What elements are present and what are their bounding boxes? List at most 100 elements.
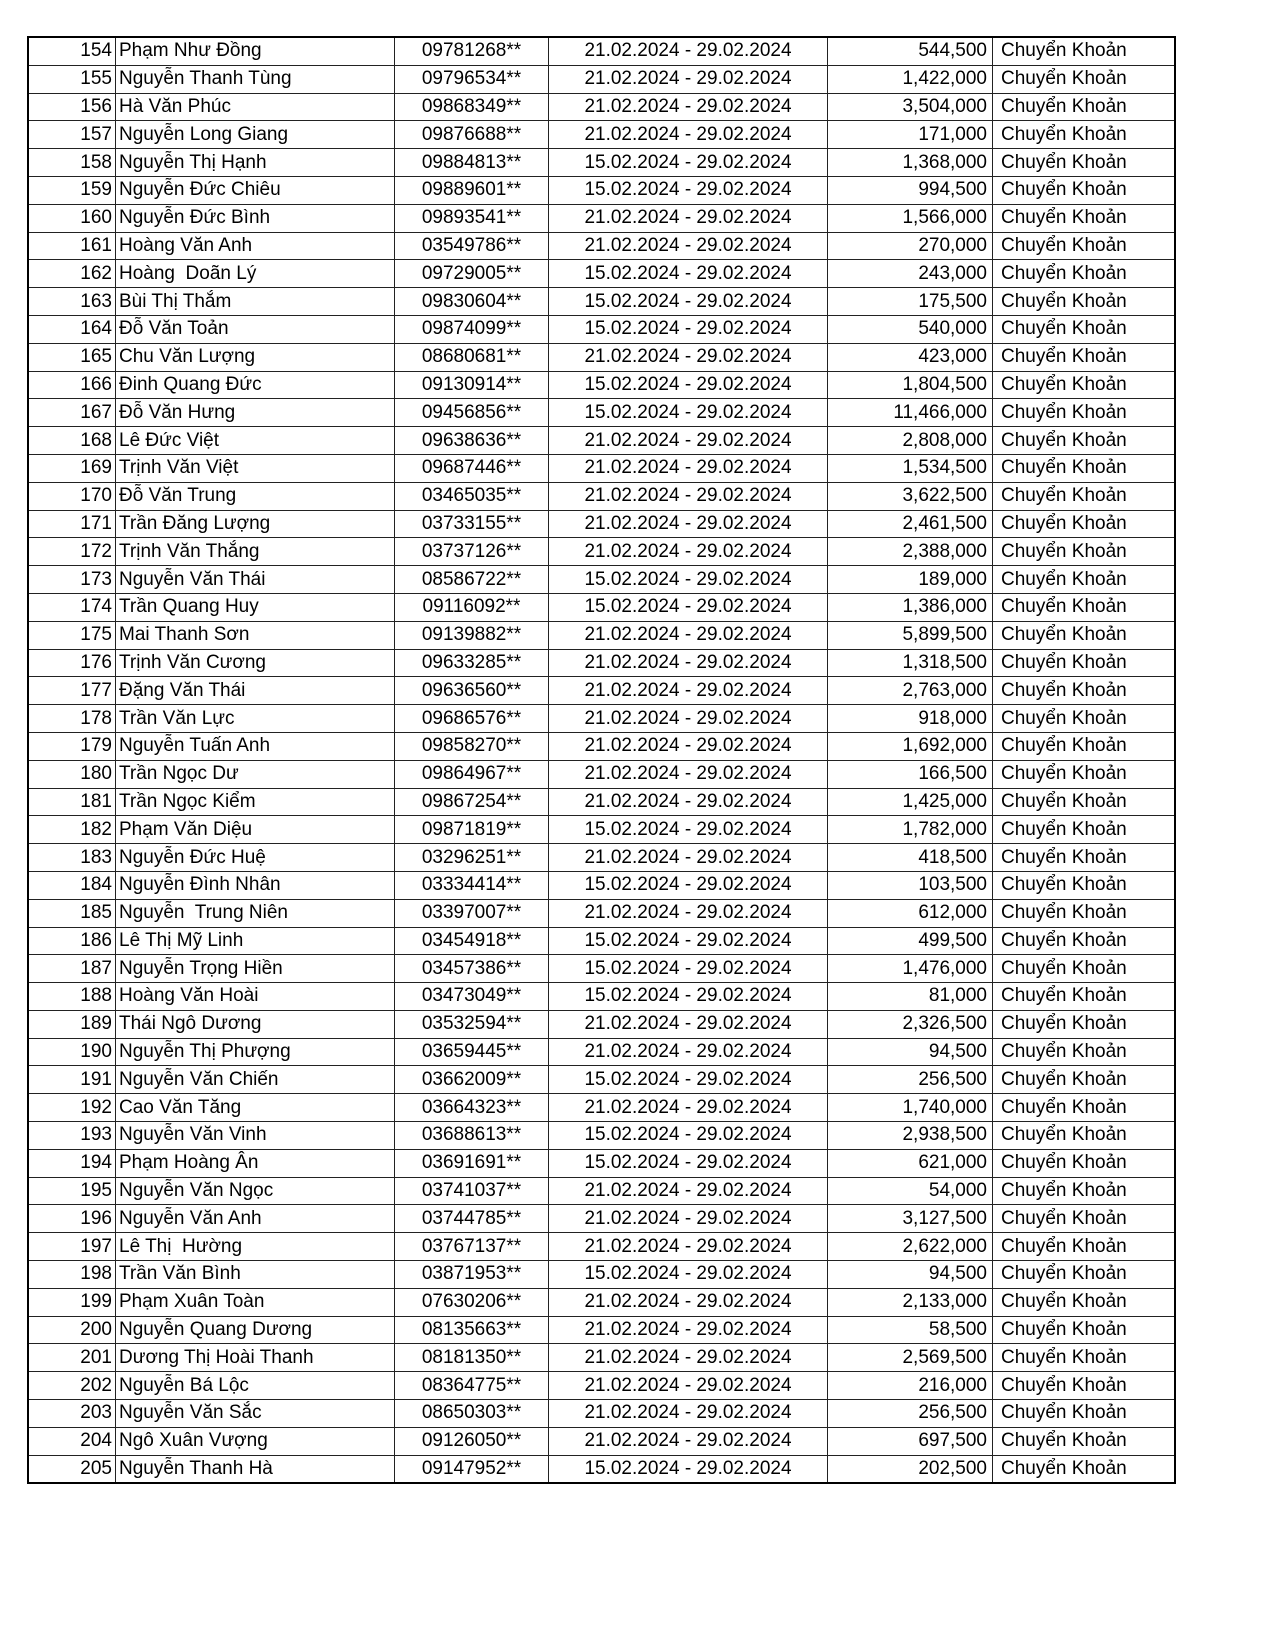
table-row: 203 Nguyễn Văn Sắc 08650303** 21.02.2024 - … <box>27 1399 1176 1428</box>
amount-cell: 418,500 <box>827 843 993 872</box>
phone-cell: 09876688** <box>394 120 549 150</box>
row-number-cell: 156 <box>27 92 116 122</box>
row-number-cell: 189 <box>27 1009 116 1039</box>
amount-cell: 58,500 <box>827 1315 993 1345</box>
amount-cell: 216,000 <box>827 1371 993 1401</box>
table-row: 176 Trịnh Văn Cương 09633285** 21.02.2024 -… <box>27 648 1176 678</box>
payment-method-cell: Chuyển Khoản <box>992 175 1176 205</box>
name-cell: Lê Thị Mỹ Linh <box>115 926 395 956</box>
row-number-cell: 169 <box>27 453 116 483</box>
payment-method-cell: Chuyển Khoản <box>992 426 1176 455</box>
phone-cell: 03532594** <box>394 1009 549 1039</box>
amount-cell: 1,386,000 <box>827 592 993 622</box>
name-cell: Nguyễn Tuấn Anh <box>115 731 395 761</box>
phone-cell: 03457386** <box>394 954 549 984</box>
phone-cell: 09638636** <box>394 426 549 455</box>
phone-cell: 09796534** <box>394 64 549 94</box>
phone-cell: 03549786** <box>394 231 549 261</box>
row-number-cell: 170 <box>27 481 116 511</box>
phone-cell: 09633285** <box>394 648 549 678</box>
name-cell: Nguyễn Long Giang <box>115 120 395 150</box>
period-cell: 15.02.2024 - 29.02.2024 <box>548 1148 828 1178</box>
table-row: 204 Ngô Xuân Vượng 09126050** 21.02.2024 - … <box>27 1426 1176 1456</box>
payment-method-cell: Chuyển Khoản <box>992 203 1176 233</box>
table-row: 193 Nguyễn Văn Vinh 03688613** 15.02.2024 -… <box>27 1121 1176 1150</box>
row-number-cell: 184 <box>27 870 116 900</box>
name-cell: Trịnh Văn Việt <box>115 453 395 483</box>
row-number-cell: 188 <box>27 982 116 1011</box>
table-row: 158 Nguyễn Thị Hạnh 09884813** 15.02.2024 -… <box>27 148 1176 177</box>
table-row: 179 Nguyễn Tuấn Anh 09858270** 21.02.2024 -… <box>27 731 1176 761</box>
phone-cell: 07630206** <box>394 1287 549 1317</box>
phone-cell: 03691691** <box>394 1148 549 1178</box>
amount-cell: 202,500 <box>827 1454 993 1484</box>
name-cell: Nguyễn Văn Sắc <box>115 1399 395 1428</box>
period-cell: 21.02.2024 - 29.02.2024 <box>548 1315 828 1345</box>
table-row: 194 Phạm Hoàng Ân 03691691** 15.02.2024 - 2… <box>27 1148 1176 1178</box>
row-number-cell: 172 <box>27 537 116 567</box>
table-row: 197 Lê Thị Hường 03767137** 21.02.2024 - 29… <box>27 1232 1176 1262</box>
period-cell: 21.02.2024 - 29.02.2024 <box>548 453 828 483</box>
row-number-cell: 181 <box>27 787 116 817</box>
name-cell: Dương Thị Hoài Thanh <box>115 1343 395 1373</box>
table-row: 160 Nguyễn Đức Bình 09893541** 21.02.2024 -… <box>27 203 1176 233</box>
period-cell: 21.02.2024 - 29.02.2024 <box>548 1399 828 1428</box>
period-cell: 21.02.2024 - 29.02.2024 <box>548 731 828 761</box>
row-number-cell: 199 <box>27 1287 116 1317</box>
payment-method-cell: Chuyển Khoản <box>992 954 1176 984</box>
name-cell: Hà Văn Phúc <box>115 92 395 122</box>
period-cell: 15.02.2024 - 29.02.2024 <box>548 148 828 177</box>
period-cell: 21.02.2024 - 29.02.2024 <box>548 537 828 567</box>
table-row: 155 Nguyễn Thanh Tùng 09796534** 21.02.2024… <box>27 64 1176 94</box>
table-row: 205 Nguyễn Thanh Hà 09147952** 15.02.2024 -… <box>27 1454 1176 1484</box>
phone-cell: 08364775** <box>394 1371 549 1401</box>
payment-method-cell: Chuyển Khoản <box>992 815 1176 845</box>
phone-cell: 08135663** <box>394 1315 549 1345</box>
table-row: 201 Dương Thị Hoài Thanh 08181350** 21.02.2… <box>27 1343 1176 1373</box>
name-cell: Hoàng Doãn Lý <box>115 259 395 289</box>
table-row: 200 Nguyễn Quang Dương 08135663** 21.02.202… <box>27 1315 1176 1345</box>
period-cell: 21.02.2024 - 29.02.2024 <box>548 1287 828 1317</box>
amount-cell: 1,425,000 <box>827 787 993 817</box>
table-row: 157 Nguyễn Long Giang 09876688** 21.02.2024… <box>27 120 1176 150</box>
amount-cell: 2,133,000 <box>827 1287 993 1317</box>
period-cell: 21.02.2024 - 29.02.2024 <box>548 1204 828 1234</box>
period-cell: 21.02.2024 - 29.02.2024 <box>548 1426 828 1456</box>
payment-method-cell: Chuyển Khoản <box>992 1232 1176 1262</box>
payment-method-cell: Chuyển Khoản <box>992 1121 1176 1150</box>
name-cell: Nguyễn Thị Hạnh <box>115 148 395 177</box>
table-row: 164 Đỗ Văn Toản 09874099** 15.02.2024 - 29.… <box>27 314 1176 344</box>
row-number-cell: 159 <box>27 175 116 205</box>
row-number-cell: 157 <box>27 120 116 150</box>
payment-method-cell: Chuyển Khoản <box>992 787 1176 817</box>
period-cell: 21.02.2024 - 29.02.2024 <box>548 64 828 94</box>
phone-cell: 09139882** <box>394 620 549 650</box>
phone-cell: 09893541** <box>394 203 549 233</box>
table-row: 154 Phạm Như Đồng 09781268** 21.02.2024 - 2… <box>27 36 1176 66</box>
phone-cell: 08586722** <box>394 565 549 594</box>
table-row: 196 Nguyễn Văn Anh 03744785** 21.02.2024 - … <box>27 1204 1176 1234</box>
name-cell: Trần Đăng Lượng <box>115 509 395 539</box>
period-cell: 15.02.2024 - 29.02.2024 <box>548 954 828 984</box>
period-cell: 21.02.2024 - 29.02.2024 <box>548 704 828 733</box>
period-cell: 21.02.2024 - 29.02.2024 <box>548 787 828 817</box>
table-row: 167 Đỗ Văn Hưng 09456856** 15.02.2024 - 29.… <box>27 398 1176 428</box>
row-number-cell: 164 <box>27 314 116 344</box>
name-cell: Nguyễn Đức Chiêu <box>115 175 395 205</box>
row-number-cell: 190 <box>27 1037 116 1067</box>
table-row: 198 Trần Văn Bình 03871953** 15.02.2024 - 2… <box>27 1260 1176 1289</box>
amount-cell: 1,782,000 <box>827 815 993 845</box>
period-cell: 21.02.2024 - 29.02.2024 <box>548 426 828 455</box>
period-cell: 21.02.2024 - 29.02.2024 <box>548 843 828 872</box>
payment-method-cell: Chuyển Khoản <box>992 92 1176 122</box>
row-number-cell: 204 <box>27 1426 116 1456</box>
payment-method-cell: Chuyển Khoản <box>992 1315 1176 1345</box>
payment-method-cell: Chuyển Khoản <box>992 759 1176 789</box>
amount-cell: 175,500 <box>827 287 993 316</box>
period-cell: 21.02.2024 - 29.02.2024 <box>548 620 828 650</box>
phone-cell: 08650303** <box>394 1399 549 1428</box>
amount-cell: 3,127,500 <box>827 1204 993 1234</box>
name-cell: Nguyễn Quang Dương <box>115 1315 395 1345</box>
table-row: 192 Cao Văn Tăng 03664323** 21.02.2024 - 29… <box>27 1093 1176 1123</box>
amount-cell: 3,622,500 <box>827 481 993 511</box>
